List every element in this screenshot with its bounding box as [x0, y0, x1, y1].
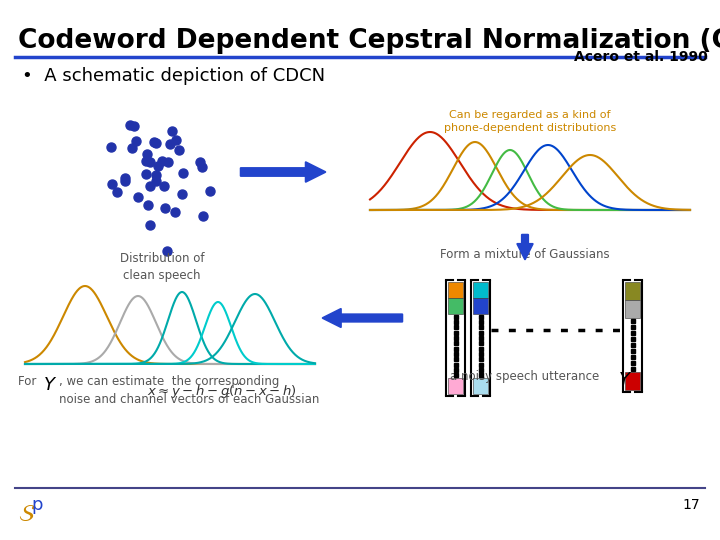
Text: $\mathcal{S}$: $\mathcal{S}$: [18, 502, 36, 526]
Text: a noisy speech utterance: a noisy speech utterance: [450, 370, 611, 383]
Bar: [448, 282, 463, 298]
Bar: [473, 298, 488, 314]
Text: Distribution of
clean speech: Distribution of clean speech: [120, 252, 204, 282]
Text: •  A schematic depiction of CDCN: • A schematic depiction of CDCN: [22, 67, 325, 85]
Bar: [625, 372, 640, 390]
Bar: [625, 282, 640, 300]
Text: $\mathrm{p}$: $\mathrm{p}$: [31, 498, 43, 516]
Text: Form a mixture of Gaussians: Form a mixture of Gaussians: [440, 248, 610, 261]
Bar: [448, 378, 463, 394]
Text: , we can estimate  the corresponding
noise and channel vectors of each Gaussian: , we can estimate the corresponding nois…: [59, 375, 320, 406]
Text: $x \approx y - h - g(\hat{n} - x - h)$: $x \approx y - h - g(\hat{n} - x - h)$: [147, 382, 297, 401]
Bar: [473, 282, 488, 298]
Text: 17: 17: [683, 498, 700, 512]
Bar: [448, 298, 463, 314]
Text: $\mathit{Y}$: $\mathit{Y}$: [43, 376, 57, 394]
Text: For: For: [18, 375, 44, 388]
Bar: [473, 378, 488, 394]
Text: Can be regarded as a kind of
phone-dependent distributions: Can be regarded as a kind of phone-depen…: [444, 110, 616, 133]
Text: Codeword Dependent Cepstral Normalization (CDCN): Codeword Dependent Cepstral Normalizatio…: [18, 28, 720, 54]
Text: $\mathit{Y}$: $\mathit{Y}$: [618, 371, 632, 389]
Bar: [625, 300, 640, 318]
Text: Acero et al. 1990: Acero et al. 1990: [575, 50, 708, 64]
